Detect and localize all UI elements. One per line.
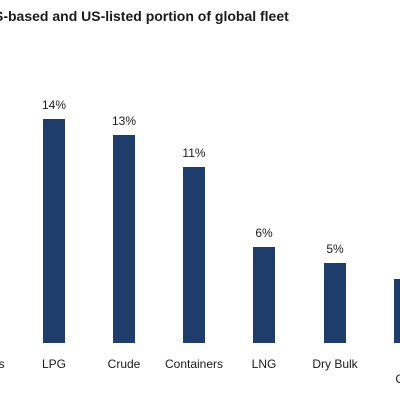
bar-crude (113, 135, 135, 343)
bar-containers (183, 167, 205, 343)
x-tick-label: LPG (42, 357, 66, 371)
x-tick-label: Containers (165, 357, 223, 371)
chart-title: S-based and US-listed portion of global … (0, 8, 289, 24)
x-tick-label: ts (0, 357, 5, 371)
data-label: 5% (326, 242, 344, 256)
data-label: 14% (42, 98, 66, 112)
data-label: 13% (112, 114, 136, 128)
x-tick-label: LNG (252, 357, 277, 371)
bar-lng (253, 247, 275, 343)
x-tick-label: Car (395, 372, 400, 386)
data-label: 11% (182, 146, 205, 160)
x-tick-label: Dry Bulk (312, 357, 358, 371)
bar-c-car (394, 279, 400, 343)
bar-dry-bulk (324, 263, 346, 343)
data-label: 6% (255, 226, 273, 240)
bar-lpg (43, 119, 65, 343)
x-tick-label: Crude (108, 357, 141, 371)
